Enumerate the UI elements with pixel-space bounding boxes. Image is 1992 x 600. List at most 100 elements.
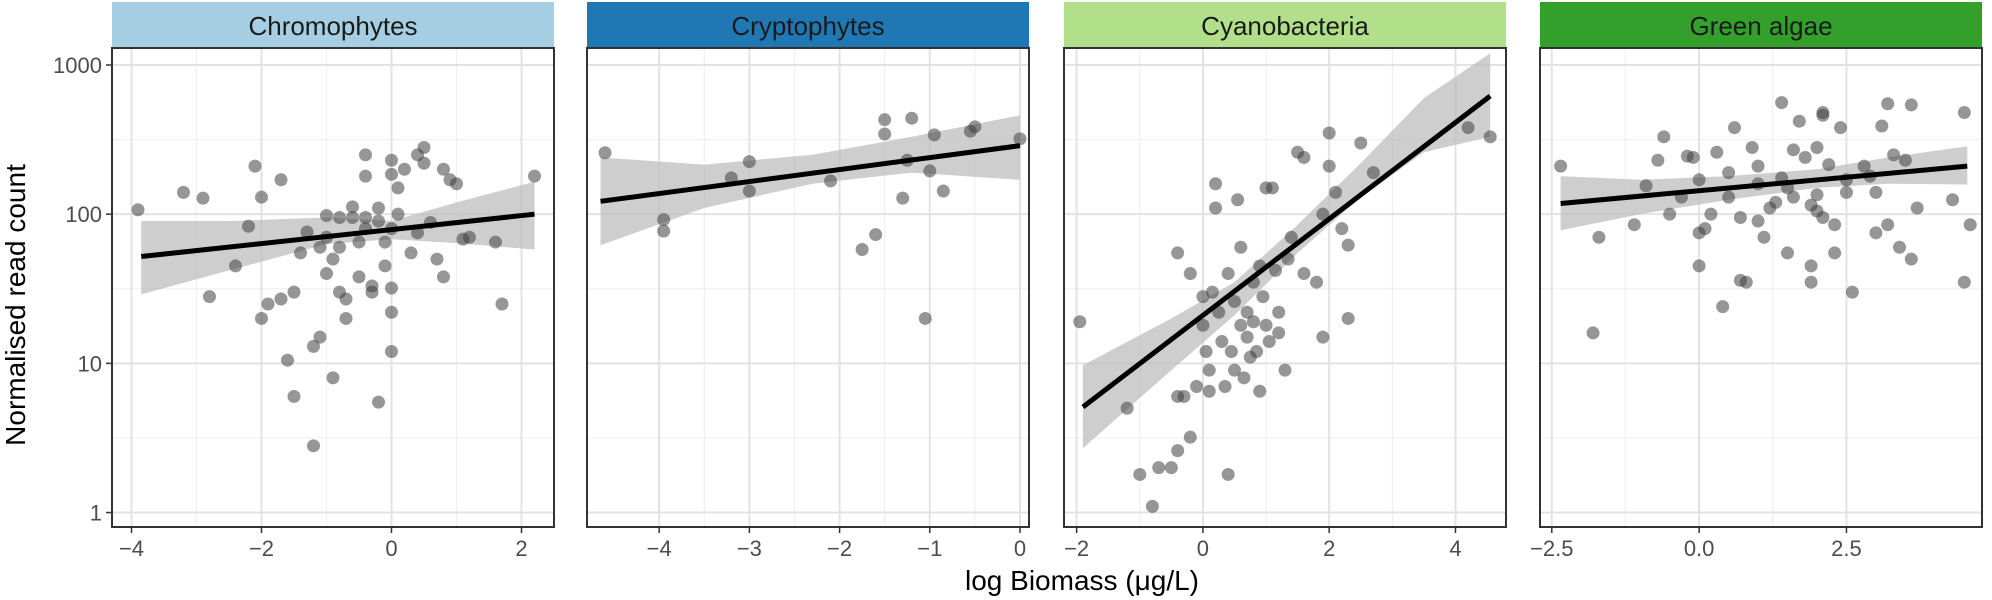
data-point [489, 235, 502, 249]
data-point [878, 127, 892, 141]
facet-panel-0: −4 −2 0 2 Chromophytes [111, 2, 555, 561]
x-tick-label: −1 [917, 536, 942, 561]
data-point [1904, 252, 1918, 266]
data-point [1145, 499, 1159, 513]
data-point [1234, 240, 1248, 254]
data-point [1657, 130, 1671, 144]
facet-title: Cyanobacteria [1201, 11, 1369, 41]
data-point [1196, 318, 1210, 332]
data-point [1733, 211, 1747, 225]
data-point [1810, 188, 1824, 202]
data-point [824, 174, 838, 188]
data-point [528, 169, 541, 183]
data-point [1792, 114, 1806, 128]
data-point [255, 311, 268, 325]
data-point [1183, 267, 1197, 281]
data-point [1627, 218, 1641, 232]
data-point [1828, 218, 1842, 232]
data-point [437, 162, 450, 176]
data-point [372, 395, 385, 409]
data-point [657, 213, 671, 227]
x-tick-label: −2 [1064, 536, 1089, 561]
data-point [1910, 201, 1924, 215]
data-point [1554, 159, 1568, 173]
data-point [417, 156, 431, 170]
data-point [1775, 96, 1789, 110]
data-point [359, 169, 372, 183]
panel-background [112, 48, 554, 527]
data-point [1904, 98, 1918, 112]
data-point [307, 339, 320, 353]
data-point [1963, 218, 1977, 232]
data-point [248, 159, 262, 173]
data-point [346, 211, 359, 225]
data-point [1212, 305, 1226, 319]
data-point [1250, 345, 1264, 359]
data-point [287, 285, 301, 299]
panel-border [1063, 47, 1507, 528]
data-point [398, 162, 411, 176]
data-point [1322, 159, 1336, 173]
data-point [352, 235, 366, 249]
data-point [1698, 222, 1712, 236]
data-point [203, 290, 216, 304]
data-point [1199, 345, 1213, 359]
data-point [1310, 275, 1324, 289]
y-tick-label: 10 [78, 351, 102, 376]
data-point [1816, 211, 1830, 225]
data-point [1224, 345, 1238, 359]
x-tick-label: −2 [827, 536, 852, 561]
data-point [936, 184, 950, 198]
data-point [1946, 193, 1960, 207]
data-point [495, 297, 509, 311]
data-point [313, 330, 327, 344]
data-point [177, 185, 190, 199]
y-tick-label: 1 [90, 501, 102, 526]
regression-line [1081, 93, 1492, 409]
x-tick-label: 0 [385, 536, 397, 561]
panel-background [587, 48, 1029, 527]
data-point [1869, 226, 1883, 240]
data-point [1240, 305, 1254, 319]
data-point [1810, 140, 1824, 154]
data-point [1739, 275, 1753, 289]
data-point [385, 281, 398, 295]
data-point [385, 345, 398, 359]
data-point [1722, 166, 1736, 180]
data-point [1722, 190, 1736, 204]
data-point [372, 201, 385, 215]
data-point [1892, 240, 1906, 254]
data-point [869, 228, 883, 242]
data-point [1845, 285, 1859, 299]
data-point [1259, 318, 1273, 332]
data-point [1857, 159, 1871, 173]
data-point [1354, 136, 1368, 150]
data-point [1804, 259, 1818, 273]
data-point [1881, 97, 1895, 111]
data-point [598, 146, 612, 160]
data-point [196, 191, 210, 205]
x-tick-label: 4 [1449, 536, 1461, 561]
data-point [430, 252, 444, 266]
panel-border [1539, 47, 1983, 528]
data-point [359, 148, 372, 162]
data-point [326, 371, 340, 385]
data-point [1256, 290, 1270, 304]
data-point [968, 120, 982, 134]
panel-border [586, 47, 1030, 528]
data-point [131, 203, 145, 217]
data-point [1205, 285, 1219, 299]
data-point [287, 389, 301, 403]
data-point [1297, 267, 1311, 281]
data-point [1164, 461, 1178, 475]
data-point [391, 181, 405, 195]
data-point [1663, 207, 1677, 221]
data-point [896, 191, 910, 205]
data-point [1786, 143, 1800, 157]
regression-line [1560, 163, 1968, 206]
data-point [333, 211, 346, 225]
data-point [352, 270, 366, 284]
data-point [261, 297, 275, 311]
data-point [1751, 159, 1765, 173]
data-point [1822, 158, 1836, 172]
